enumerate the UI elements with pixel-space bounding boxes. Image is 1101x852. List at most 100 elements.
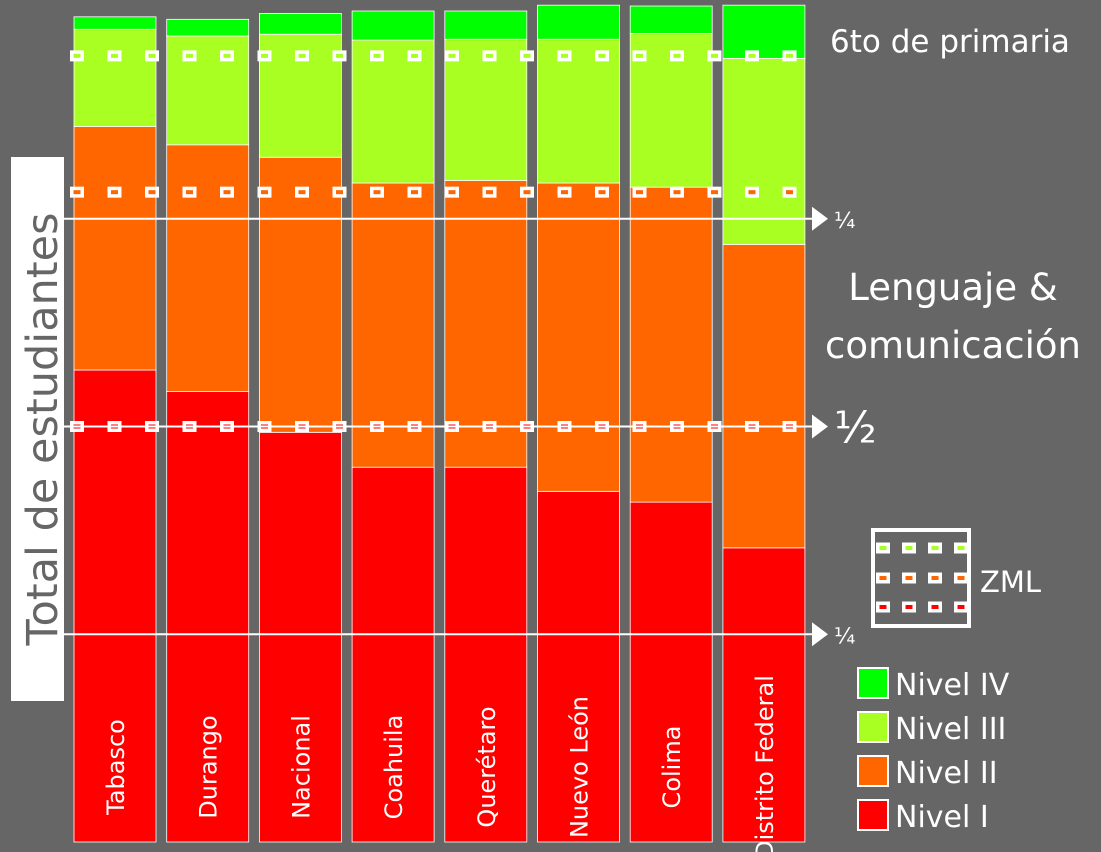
- zml-marker-inner: [298, 190, 306, 195]
- legend-swatch: [857, 755, 889, 787]
- zml-legend-marker-inner: [879, 605, 887, 609]
- bar-segment-2: [537, 182, 620, 492]
- bar-segment-3: [166, 35, 250, 146]
- zml-marker-inner: [786, 53, 793, 58]
- legend-swatch: [857, 711, 889, 743]
- zml-marker-inner: [73, 53, 81, 58]
- zml-legend-marker-inner: [905, 576, 913, 580]
- bar-segment-4: [351, 10, 435, 41]
- zml-marker-inner: [711, 190, 718, 195]
- zml-marker-inner: [448, 53, 456, 58]
- bar-segment-4: [73, 16, 157, 30]
- bar-segment-2: [258, 156, 342, 433]
- zml-marker-inner: [598, 53, 606, 58]
- zml-marker-inner: [111, 190, 118, 195]
- zml-legend-marker-inner: [905, 546, 913, 550]
- zml-legend-marker-inner: [931, 605, 939, 609]
- zml-legend-marker-inner: [957, 546, 965, 550]
- zml-legend: ZML: [871, 528, 1041, 628]
- chart-title: 6to de primaria: [830, 24, 1070, 60]
- zml-marker-inner: [223, 53, 231, 58]
- zml-legend-marker-inner: [879, 546, 887, 550]
- zml-legend-box: [871, 528, 971, 628]
- bar-segment-2: [166, 144, 250, 392]
- bar-segment-2: [722, 244, 806, 549]
- bar-segment-4: [258, 13, 342, 35]
- legend-label: Nivel IV: [895, 668, 1010, 703]
- legend-swatch: [857, 667, 889, 699]
- zml-marker-inner: [73, 190, 81, 195]
- zml-legend-rows: [876, 542, 968, 613]
- bar-segment-3: [444, 38, 528, 181]
- bar-segment-3: [351, 39, 435, 184]
- ylabel-box: [11, 157, 64, 701]
- reference-label: ¼: [834, 209, 855, 234]
- category-labels-group: Tabasco Durango Nacional Coahuila Querétaro N…: [102, 675, 779, 852]
- zml-marker-inner: [411, 53, 418, 58]
- zml-marker-inner: [411, 190, 418, 195]
- zml-marker-inner: [261, 53, 268, 58]
- bar-segment-3: [722, 57, 806, 245]
- category-label: Colima: [658, 726, 686, 809]
- bars-group: [73, 4, 806, 843]
- bar-segment-2: [629, 186, 713, 503]
- reference-lines-group: ¼ ½ ¼: [64, 206, 877, 649]
- bar-segment-3: [537, 38, 620, 184]
- zml-legend-marker-inner: [957, 605, 965, 609]
- legend-swatch: [857, 799, 889, 831]
- legend-label: Nivel I: [895, 800, 989, 835]
- zml-marker-inner: [523, 190, 531, 195]
- zml-marker-inner: [148, 190, 156, 195]
- bar-segment-1: [722, 547, 806, 843]
- bar-segment-2: [351, 182, 435, 468]
- reference-arrow: [812, 206, 828, 231]
- bar-segment-1: [537, 490, 620, 843]
- zml-marker-inner: [561, 53, 568, 58]
- zml-marker-inner: [486, 190, 493, 195]
- reference-arrow: [812, 622, 828, 647]
- zml-marker-inner: [523, 53, 531, 58]
- bar-segment-4: [537, 4, 620, 40]
- legend-label: Nivel III: [895, 712, 1006, 747]
- bar-segment-1: [351, 466, 435, 843]
- category-label: Coahuila: [380, 715, 408, 820]
- zml-marker-inner: [186, 53, 193, 58]
- zml-marker-inner: [748, 53, 756, 58]
- zml-marker-inner: [373, 190, 381, 195]
- bar-segment-4: [166, 18, 250, 37]
- bar-segment-1: [73, 369, 157, 843]
- category-label: Durango: [195, 715, 223, 818]
- zml-legend-marker-inner: [931, 546, 939, 550]
- chart-subtitle-line-1: Lenguaje &: [848, 266, 1057, 309]
- zml-marker-inner: [186, 190, 193, 195]
- zml-marker-inner: [486, 53, 493, 58]
- bar-segment-1: [444, 466, 528, 843]
- category-label: Distrito Federal: [751, 675, 779, 852]
- bar-segment-1: [629, 501, 713, 843]
- category-label: Tabasco: [102, 719, 130, 816]
- y-axis-label: Total de estudiantes: [18, 212, 68, 646]
- legend-label: Nivel II: [895, 756, 998, 791]
- bar-segment-2: [444, 180, 528, 468]
- chart-subtitle-line-2: comunicación: [825, 324, 1081, 367]
- bar-segment-4: [444, 10, 528, 40]
- zml-marker-inner: [223, 190, 231, 195]
- zml-marker-inner: [148, 53, 156, 58]
- legend: Nivel IV Nivel III Nivel II Nivel I: [857, 667, 1010, 835]
- reference-label: ½: [834, 403, 877, 454]
- zml-marker-inner: [711, 53, 718, 58]
- zml-marker-inner: [598, 190, 606, 195]
- zml-legend-marker-inner: [931, 576, 939, 580]
- zml-marker-inner: [673, 53, 681, 58]
- category-label: Querétaro: [473, 706, 501, 827]
- zml-marker-inner: [786, 190, 793, 195]
- zml-marker-inner: [561, 190, 568, 195]
- zml-marker-inner: [448, 190, 456, 195]
- bar-segment-4: [629, 5, 713, 34]
- zml-marker-inner: [336, 53, 343, 58]
- zml-marker-inner: [111, 53, 118, 58]
- bar-segment-3: [73, 28, 157, 127]
- bar-segment-4: [722, 4, 806, 59]
- zml-marker-inner: [673, 190, 681, 195]
